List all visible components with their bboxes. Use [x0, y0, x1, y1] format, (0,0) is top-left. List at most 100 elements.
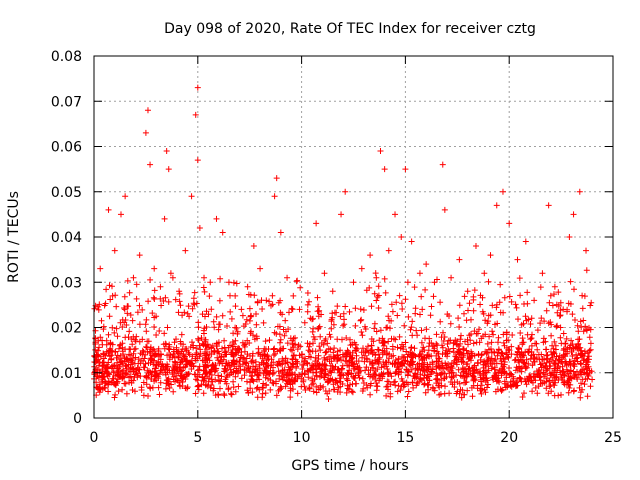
data-point [219, 229, 226, 236]
data-point [304, 301, 311, 308]
data-point [381, 166, 388, 173]
x-tick-label: 10 [293, 430, 311, 446]
data-point [192, 111, 199, 118]
data-point [367, 252, 374, 259]
x-axis-ticks: 0 5 10 15 20 25 [90, 56, 622, 446]
data-point [271, 193, 278, 200]
data-point [201, 274, 208, 281]
data-point [456, 256, 463, 263]
data-point [402, 166, 409, 173]
y-tick-label: 0.07 [51, 94, 82, 110]
data-points [97, 84, 590, 313]
data-point [342, 188, 349, 195]
data-point [161, 215, 168, 222]
data-point [232, 292, 239, 299]
data-point [182, 247, 189, 254]
data-point [551, 283, 558, 290]
data-point [545, 202, 552, 209]
data-point [244, 283, 251, 290]
y-tick-label: 0.01 [51, 366, 82, 382]
data-point [441, 206, 448, 213]
x-tick-label: 15 [396, 430, 414, 446]
data-point [431, 279, 438, 286]
data-point [225, 279, 232, 286]
data-point [263, 297, 270, 304]
y-tick-label: 0.04 [51, 230, 82, 246]
y-tick-label: 0 [73, 411, 82, 427]
y-tick-label: 0.08 [51, 49, 82, 65]
data-point [385, 247, 392, 254]
data-point [464, 288, 471, 295]
data-point [499, 188, 506, 195]
data-point [522, 238, 529, 245]
data-point [313, 220, 320, 227]
data-point [277, 229, 284, 236]
data-point [350, 279, 357, 286]
data-point [213, 215, 220, 222]
data-point [238, 306, 245, 313]
data-point [570, 211, 577, 218]
data-point [144, 107, 151, 114]
band-markers [91, 267, 596, 402]
data-point [439, 161, 446, 168]
data-point [392, 211, 399, 218]
x-tick-label: 0 [90, 430, 99, 446]
data-point [560, 306, 567, 313]
data-point [583, 247, 590, 254]
y-tick-label: 0.06 [51, 140, 82, 156]
data-point [151, 265, 158, 272]
data-point [188, 193, 195, 200]
x-tick-label: 25 [604, 430, 622, 446]
data-point [169, 274, 176, 281]
data-point [163, 148, 170, 155]
data-point [377, 148, 384, 155]
data-point [284, 274, 291, 281]
y-tick-label: 0.02 [51, 321, 82, 337]
data-point [97, 265, 104, 272]
data-point [196, 224, 203, 231]
data-point [257, 265, 264, 272]
data-point [194, 84, 201, 91]
data-point [531, 297, 538, 304]
data-point [338, 211, 345, 218]
data-point [147, 161, 154, 168]
data-point [506, 220, 513, 227]
data-point [373, 274, 380, 281]
data-point [136, 252, 143, 259]
x-axis-label: GPS time / hours [291, 458, 408, 474]
data-point [176, 288, 183, 295]
data-point [472, 243, 479, 250]
data-point [448, 274, 455, 281]
data-point [398, 234, 405, 240]
data-point [576, 188, 583, 195]
data-point [250, 243, 257, 250]
data-point [273, 175, 280, 182]
data-point [329, 288, 336, 295]
data-point [358, 265, 365, 272]
data-point [321, 270, 328, 277]
data-point [165, 166, 172, 173]
data-point [514, 256, 521, 263]
x-tick-label: 20 [500, 430, 518, 446]
data-point [493, 202, 500, 209]
data-point [122, 193, 129, 200]
data-point [130, 274, 137, 281]
data-point [416, 270, 423, 277]
x-tick-label: 5 [193, 430, 202, 446]
data-point [194, 157, 201, 164]
data-point [487, 252, 494, 259]
data-point [423, 261, 430, 268]
chart-title: Day 098 of 2020, Rate Of TEC Index for r… [164, 21, 536, 37]
data-point [296, 306, 303, 313]
data-point [408, 238, 415, 245]
data-point [539, 270, 546, 277]
y-axis-ticks: 0 0.01 0.02 0.03 0.04 0.05 0.06 0.07 0.08 [51, 49, 613, 427]
data-point [111, 247, 118, 254]
dense-point-band [91, 267, 596, 402]
data-point [290, 292, 297, 299]
data-point [157, 283, 164, 290]
data-point [105, 206, 112, 213]
data-point [481, 270, 488, 277]
